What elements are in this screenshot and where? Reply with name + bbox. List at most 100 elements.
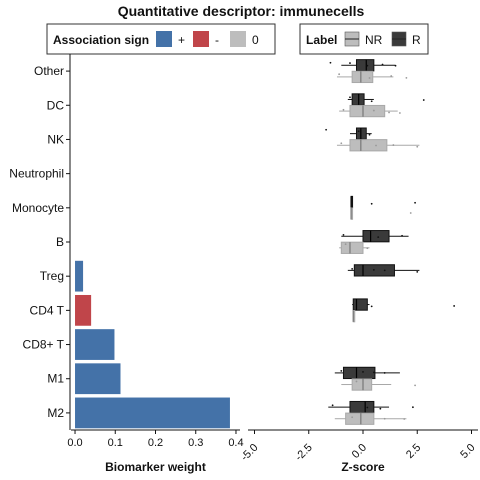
box-point [375,144,377,147]
box-point [372,268,375,271]
legend-sign-label: - [215,33,219,47]
box-point [340,142,343,145]
category-labels: Other DC NK Neutrophil Monocyte B Treg CD4 T CD8… [9,54,71,430]
legend-label-title: Label [306,33,337,47]
box-point [388,111,390,114]
box-point [422,99,425,101]
box-point [340,370,343,372]
box-body [349,400,375,414]
legend-sign-swatch [193,31,209,47]
box-point [412,406,414,409]
box-body [340,241,364,254]
box-panel: -5.0 -2.5 0.0 2.5 5.0Z-score [239,59,478,474]
box-point [401,234,403,237]
box-point [398,112,401,114]
box-point [392,144,395,146]
bar-m1 [75,363,121,395]
category-label: M1 [47,372,64,386]
box-point [416,145,419,148]
box-point [366,64,369,67]
legend-label-box [299,23,429,55]
box-point [344,243,347,246]
box-point [453,305,456,307]
category-label: DC [47,98,65,112]
box-point [403,418,406,420]
category-label: M2 [47,406,64,420]
bar-treg [75,260,84,292]
bar-m2 [75,397,230,429]
box-point [325,128,328,131]
legend-sign-swatch [230,31,246,47]
box-body [355,59,375,72]
box-body [351,70,374,84]
box-point [390,75,393,77]
box-x-axis-title: Z-score [341,460,385,474]
box-point [379,407,382,410]
legend-label-key [391,31,407,47]
box-point [351,416,354,419]
box-point [416,270,419,273]
box-point [383,372,386,374]
box-point [372,109,375,112]
box-point [372,371,375,374]
box-point [368,77,371,79]
box-point [394,64,397,67]
box-point [377,236,380,238]
box-treg-r [347,264,420,277]
box-point [368,133,371,136]
box-point [338,73,341,76]
bar-x-tick-label: 0.4 [228,437,243,449]
box-cd4-t-r [352,298,456,311]
box-point [329,61,332,64]
category-label: B [56,235,64,249]
box-point [383,417,386,420]
box-body [362,230,390,243]
bar-x-tick-label: 0.0 [67,437,82,449]
legends: Association sign + - 0 Label NR R [46,23,429,55]
category-label: Other [34,64,64,78]
category-label: CD8+ T [23,338,65,352]
box-point [349,62,351,64]
box-point [414,384,416,387]
box-body [349,139,388,152]
category-label: CD4 T [30,303,65,317]
box-m2-nr [334,412,407,425]
box-point [366,247,369,250]
box-body [351,378,373,391]
box-point [366,406,369,409]
category-label: NK [47,132,64,146]
box-b-nr [339,241,370,254]
box-point [414,201,416,204]
box-point [357,130,360,133]
box-monocyte-nr [350,207,412,220]
legend-sign-label: 0 [252,33,259,47]
box-body [349,104,386,118]
box-point [362,371,364,373]
box-point [405,77,408,79]
box-point [381,63,384,66]
bar-x-tick-label: 0.2 [148,437,163,449]
box-point [342,233,345,236]
box-point [409,212,412,214]
bar-x-tick-label: 0.1 [108,437,123,449]
box-other-nr [336,70,408,84]
bar-panel: 0.0 0.1 0.2 0.3 0.4 Biomarker weight [67,260,244,474]
box-nk-nr [336,139,420,152]
legend-sign-swatch [156,31,172,47]
box-body [352,298,368,311]
box-point [370,305,373,308]
box-point [349,96,351,99]
bar-cd8-t [75,329,115,360]
box-point [355,380,358,383]
category-label: Neutrophil [9,167,64,181]
box-point [342,108,345,111]
box-point [370,202,373,205]
legend-sign-label: + [178,33,185,47]
box-body [342,366,376,380]
box-b-r [341,230,409,243]
box-point [383,269,386,272]
category-label: Treg [40,269,64,283]
box-dc-nr [339,104,401,118]
bar-x-tick-label: 0.3 [188,437,203,449]
